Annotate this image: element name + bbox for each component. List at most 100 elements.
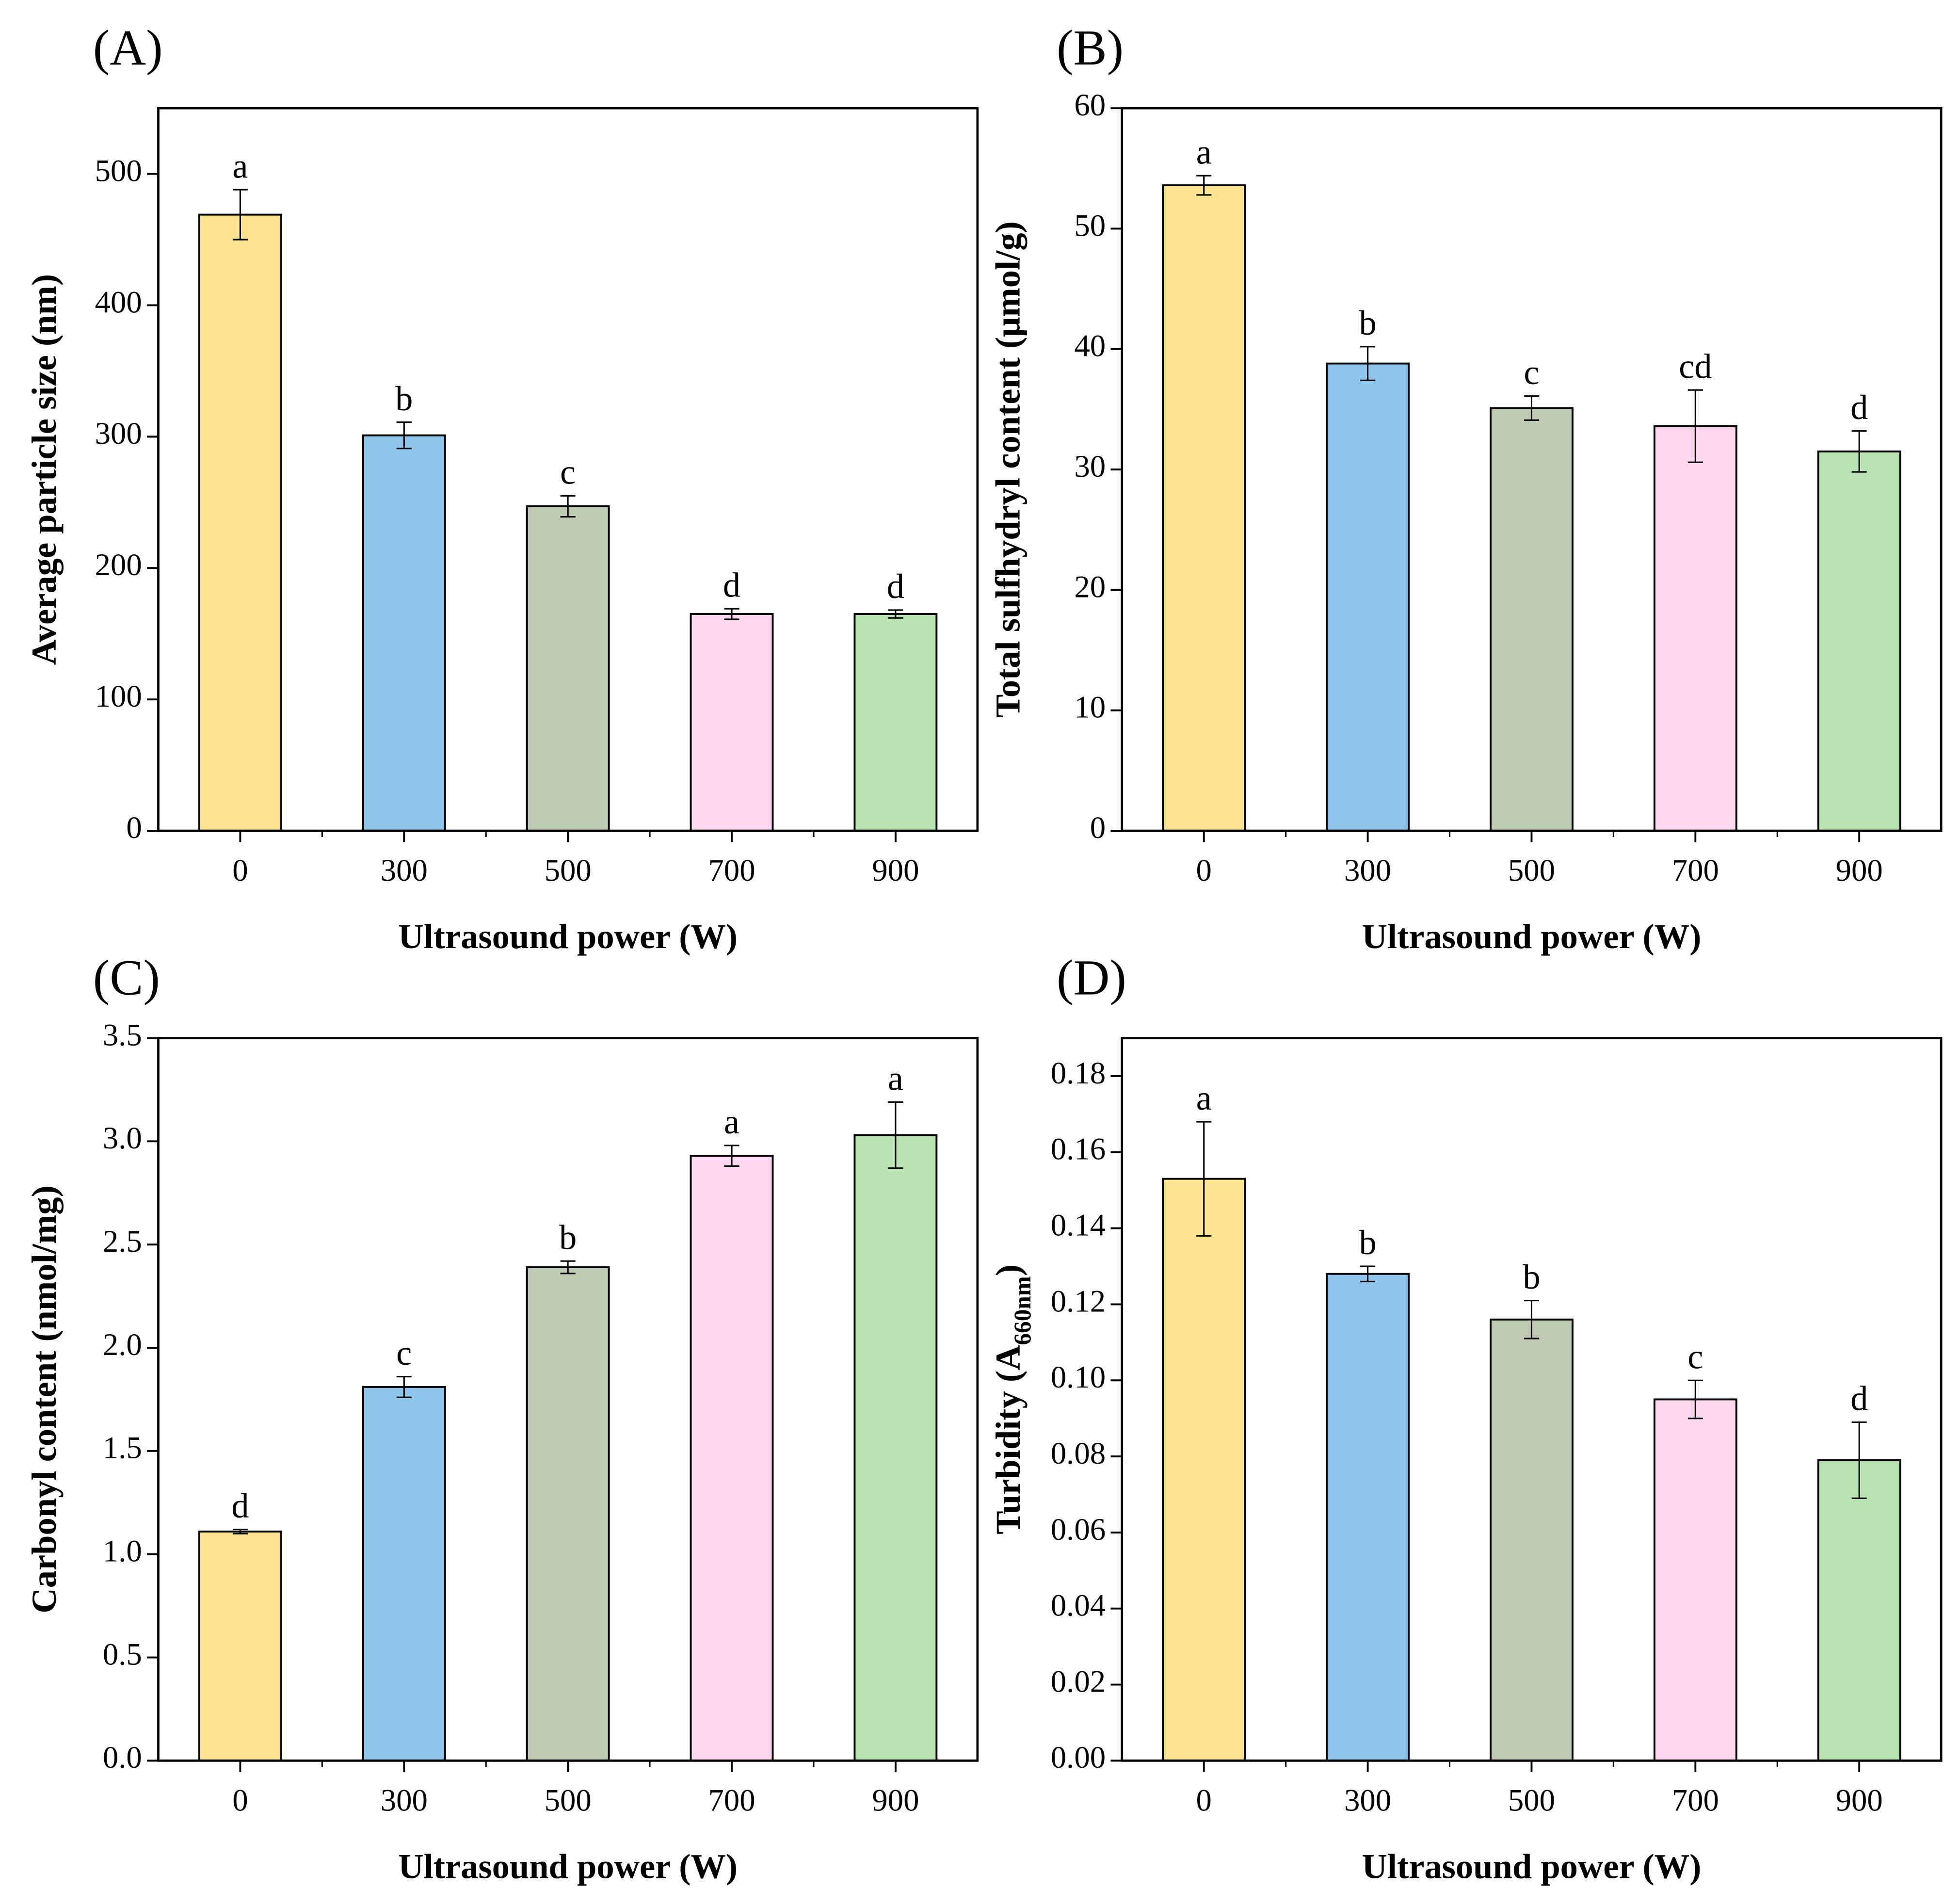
y-tick-label: 300 [95, 416, 142, 451]
bar [690, 1155, 774, 1762]
x-axis-label: Ultrasound power (W) [398, 917, 738, 956]
panel: (C) 0.0 0.5 1.0 1.5 2.0 2.5 3.0 3.5 d 0 c 300 b 500 a 70… [24, 950, 979, 1886]
panel: (D) 0.00 0.02 0.04 0.06 0.08 0.10 0.12 0.14 0.16 0… [988, 950, 1943, 1886]
x-tick-label: 900 [1836, 853, 1883, 888]
error-bar [1687, 389, 1703, 463]
x-tick-label: 500 [545, 1783, 592, 1818]
annotation: cd [1679, 346, 1712, 386]
annotation: a [888, 1059, 903, 1098]
panel: (B) 0 10 20 30 40 50 60 a 0 b 300 c 500 cd 700 d 900 Ultra… [988, 20, 1943, 956]
error-bar [396, 421, 412, 450]
error-bar [1360, 346, 1376, 381]
annotation: c [396, 1333, 412, 1372]
bar [853, 1134, 938, 1762]
error-bar [1196, 175, 1212, 196]
bar [1653, 425, 1737, 832]
annotation: d [231, 1486, 249, 1525]
x-axis-label: Ultrasound power (W) [1362, 917, 1702, 956]
y-tick-label: 40 [1074, 329, 1106, 364]
x-tick-label: 900 [1836, 1783, 1883, 1818]
x-tick-label: 700 [1672, 853, 1719, 888]
annotation: a [724, 1102, 739, 1141]
bar [1817, 1459, 1901, 1762]
x-tick-label: 500 [1508, 853, 1555, 888]
y-tick-label: 0.00 [1051, 1740, 1106, 1775]
annotation: c [1524, 353, 1539, 392]
y-tick-label: 2.5 [103, 1224, 142, 1259]
bar [853, 613, 938, 832]
error-bar [1851, 430, 1867, 473]
x-tick-label: 500 [1508, 1783, 1555, 1818]
bar [362, 1386, 446, 1762]
panel-label: (C) [93, 950, 160, 1005]
x-tick-label: 300 [1344, 853, 1391, 888]
y-tick-label: 3.5 [103, 1017, 142, 1052]
error-bar [232, 1529, 248, 1534]
bar [1326, 1273, 1410, 1762]
y-axis-label-part: Turbidity (A [988, 1345, 1027, 1534]
x-tick-label: 500 [545, 853, 592, 888]
annotation: d [1850, 387, 1868, 427]
x-tick-label: 700 [708, 1783, 755, 1818]
annotation: d [723, 565, 740, 604]
plot-frame [1121, 107, 1943, 832]
y-tick-label: 10 [1074, 690, 1106, 725]
panel-label: (B) [1057, 20, 1124, 76]
x-tick-label: 0 [232, 1783, 248, 1818]
y-axis-label: Average particle size (nm) [24, 274, 64, 665]
annotation: b [559, 1217, 577, 1257]
annotation: d [887, 566, 904, 606]
bar [1162, 184, 1246, 832]
x-tick-label: 700 [1672, 1783, 1719, 1818]
y-axis-label: Carbonyl content (nmol/mg) [24, 1185, 64, 1613]
error-bar [1687, 1379, 1703, 1420]
y-axis-label: Total sulfhydryl content (μmol/g) [988, 221, 1027, 718]
error-bar [888, 609, 903, 619]
panel: (A) 0 100 200 300 400 500 a 0 b 300 c 500 d 700 d 900 Ult… [24, 20, 979, 956]
error-bar [724, 1145, 739, 1167]
y-axis-label-part: 660nm [1009, 1276, 1036, 1345]
bar [198, 213, 282, 832]
x-tick-label: 900 [872, 1783, 919, 1818]
bar [1817, 450, 1901, 832]
y-tick-label: 0.18 [1051, 1056, 1106, 1091]
error-bar [1196, 1121, 1212, 1237]
panel-label: (D) [1057, 950, 1126, 1005]
x-tick-label: 0 [232, 853, 248, 888]
x-tick-label: 0 [1196, 1783, 1212, 1818]
error-bar [724, 608, 739, 620]
y-tick-label: 0.12 [1051, 1284, 1106, 1319]
y-tick-label: 0 [1090, 810, 1106, 845]
annotation: d [1850, 1379, 1868, 1418]
annotation: b [1523, 1257, 1540, 1296]
y-tick-label: 500 [95, 153, 142, 188]
x-tick-label: 300 [1344, 1783, 1391, 1818]
error-bar [560, 1260, 576, 1275]
error-bar [1360, 1265, 1376, 1282]
bar [690, 613, 774, 832]
plot-frame [1121, 1037, 1943, 1762]
y-tick-label: 2.0 [103, 1327, 142, 1362]
bar [1326, 362, 1410, 832]
y-tick-label: 0.16 [1051, 1132, 1106, 1167]
y-tick-label: 100 [95, 679, 142, 714]
y-tick-label: 0.04 [1051, 1588, 1106, 1623]
y-tick-label: 20 [1074, 569, 1106, 604]
plot-frame [157, 1037, 979, 1762]
bar [526, 1266, 610, 1762]
annotation: b [1359, 1223, 1376, 1262]
y-tick-label: 0.14 [1051, 1208, 1106, 1243]
annotation: b [1359, 303, 1376, 342]
annotation: a [232, 146, 248, 185]
y-axis-label: Turbidity (A660nm) [988, 1264, 1035, 1534]
annotation: c [1687, 1337, 1703, 1376]
annotation: a [1196, 132, 1212, 171]
error-bar [1524, 1300, 1540, 1340]
y-tick-label: 60 [1074, 88, 1106, 123]
bar [1162, 1178, 1246, 1762]
x-axis-label: Ultrasound power (W) [398, 1846, 738, 1886]
bar [1653, 1398, 1737, 1762]
x-tick-label: 300 [381, 1783, 428, 1818]
error-bar [1524, 395, 1540, 421]
